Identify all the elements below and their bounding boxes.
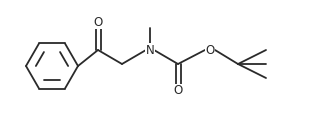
Text: O: O [93, 16, 103, 28]
Text: O: O [205, 43, 215, 57]
Text: N: N [146, 43, 154, 57]
Text: O: O [173, 84, 183, 97]
